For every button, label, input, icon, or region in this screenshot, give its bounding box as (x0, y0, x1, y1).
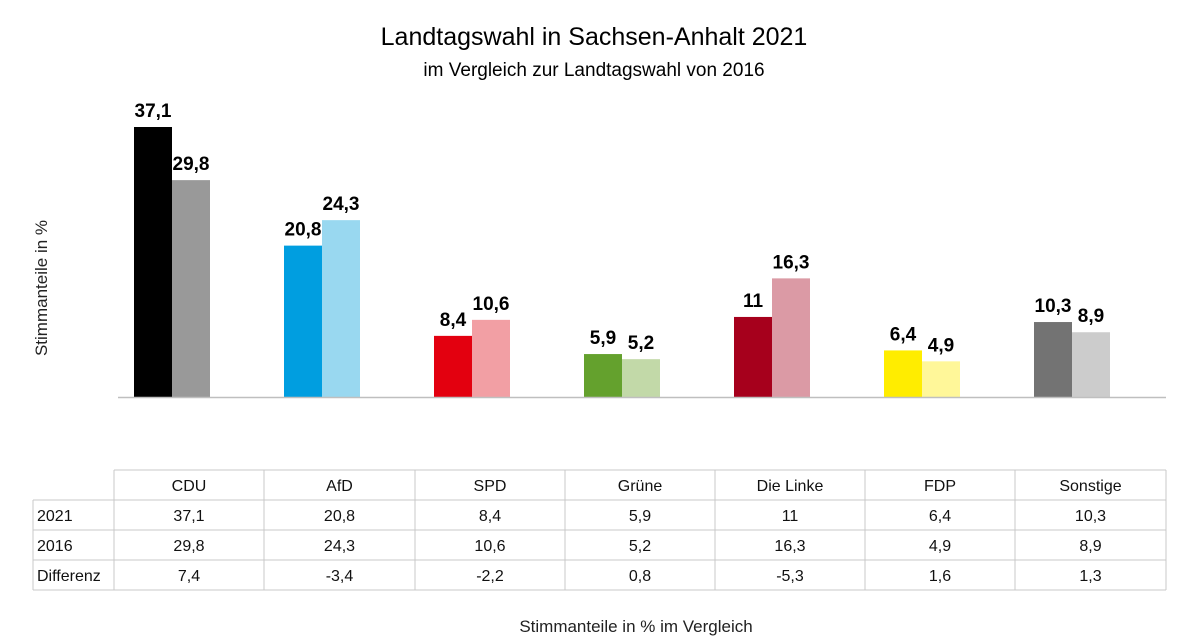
table-header-sonstige: Sonstige (1059, 478, 1121, 495)
table-row-header-differenz: Differenz (37, 568, 101, 585)
bar-fdp-2016 (922, 361, 960, 397)
data-label-spd-2021: 8,4 (440, 310, 467, 331)
data-label-die-linke-2016: 16,3 (773, 252, 810, 273)
data-table: CDU AfD SPD Grüne Die Linke FDP Sonstige 2021 37… (32, 469, 1167, 591)
bar-afd-2016 (322, 220, 360, 397)
data-label-spd-2016: 10,6 (473, 294, 510, 315)
bar-sonstige-2021 (1034, 322, 1072, 397)
table-cell: -3,4 (326, 568, 354, 585)
table-cell: 10,6 (474, 538, 505, 555)
bar-sonstige-2016 (1072, 332, 1110, 397)
table-cell: 24,3 (324, 538, 355, 555)
table-cell: 7,4 (178, 568, 200, 585)
table-cell: 16,3 (774, 538, 805, 555)
bar-cdu-2016 (172, 180, 210, 397)
table-cell: -5,3 (776, 568, 804, 585)
data-label-cdu-2021: 37,1 (135, 101, 172, 122)
table-cell: -2,2 (476, 568, 504, 585)
table-cell: 11 (782, 508, 799, 525)
y-axis-label: Stimmanteile in % (32, 220, 51, 356)
bar-gruene-2021 (584, 354, 622, 397)
table-cell: 4,9 (929, 538, 951, 555)
data-label-afd-2021: 20,8 (285, 220, 322, 241)
data-label-fdp-2016: 4,9 (928, 335, 954, 356)
table-cell: 20,8 (324, 508, 355, 525)
table-row-header-2016: 2016 (37, 538, 73, 555)
table-cell: 5,9 (629, 508, 651, 525)
table-header-cdu: CDU (172, 478, 207, 495)
table-header-fdp: FDP (924, 478, 956, 495)
bar-die-linke-2016 (772, 278, 810, 397)
table-header-spd: SPD (474, 478, 507, 495)
data-label-fdp-2021: 6,4 (890, 324, 917, 345)
table-header-die-linke: Die Linke (757, 478, 824, 495)
bar-spd-2021 (434, 335, 472, 397)
chart-subtitle: im Vergleich zur Landtagswahl von 2016 (423, 60, 764, 81)
bars-group: 37,1 29,8 20,824,3 8,4 10,6 5,9 5,2 11 16,3 6,4 4,… (134, 101, 1110, 397)
table-header-gruene: Grüne (618, 478, 663, 495)
bar-cdu-2021 (134, 127, 172, 397)
data-label-gruene-2016: 5,2 (628, 333, 654, 354)
bar-die-linke-2021 (734, 316, 772, 397)
data-label-afd-2016: 24,3 (323, 194, 360, 215)
bar-afd-2021 (284, 245, 322, 397)
data-label-die-linke-2021: 11 (743, 291, 764, 312)
table-cell: 6,4 (929, 508, 951, 525)
table-cell: 37,1 (173, 508, 204, 525)
data-label-gruene-2021: 5,9 (590, 328, 616, 349)
bar-fdp-2021 (884, 350, 922, 397)
table-header-afd: AfD (326, 478, 353, 495)
table-cell: 8,4 (479, 508, 501, 525)
bar-gruene-2016 (622, 359, 660, 397)
data-label-cdu-2016: 29,8 (173, 154, 210, 175)
bar-spd-2016 (472, 319, 510, 397)
table-cell: 0,8 (629, 568, 651, 585)
x-axis-label: Stimmanteile in % im Vergleich (519, 617, 752, 636)
table-cell: 5,2 (629, 538, 651, 555)
table-cell: 29,8 (173, 538, 204, 555)
table-cell: 8,9 (1079, 538, 1101, 555)
table-cell: 1,3 (1079, 568, 1101, 585)
table-row-header-2021: 2021 (37, 508, 73, 525)
data-label-sonstige-2016: 8,9 (1078, 306, 1104, 327)
chart-title: Landtagswahl in Sachsen-Anhalt 2021 (381, 23, 808, 51)
data-label-sonstige-2021: 10,3 (1035, 296, 1072, 317)
table-cell: 10,3 (1075, 508, 1106, 525)
table-cell: 1,6 (929, 568, 951, 585)
